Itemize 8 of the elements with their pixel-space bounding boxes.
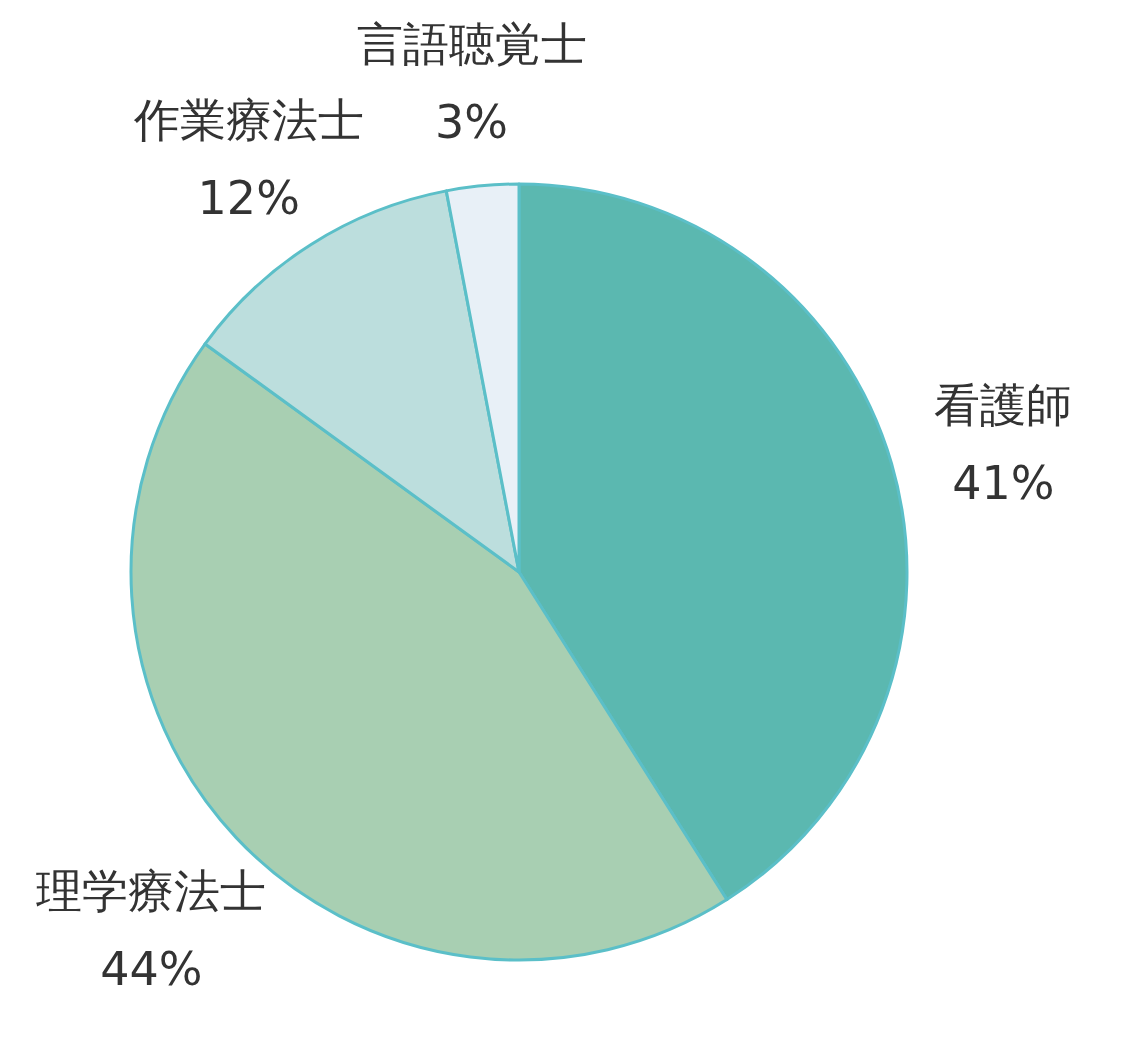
data-label: 3% bbox=[435, 94, 509, 149]
slice-label: 作業療法士 bbox=[132, 93, 364, 148]
slice-label: 言語聴覚士 bbox=[356, 16, 587, 71]
data-label: 12% bbox=[197, 171, 300, 226]
slice-label: 理学療法士 bbox=[36, 864, 267, 919]
data-label: 41% bbox=[952, 456, 1055, 511]
slice-label: 看護師 bbox=[934, 378, 1073, 433]
data-label: 44% bbox=[100, 942, 203, 997]
